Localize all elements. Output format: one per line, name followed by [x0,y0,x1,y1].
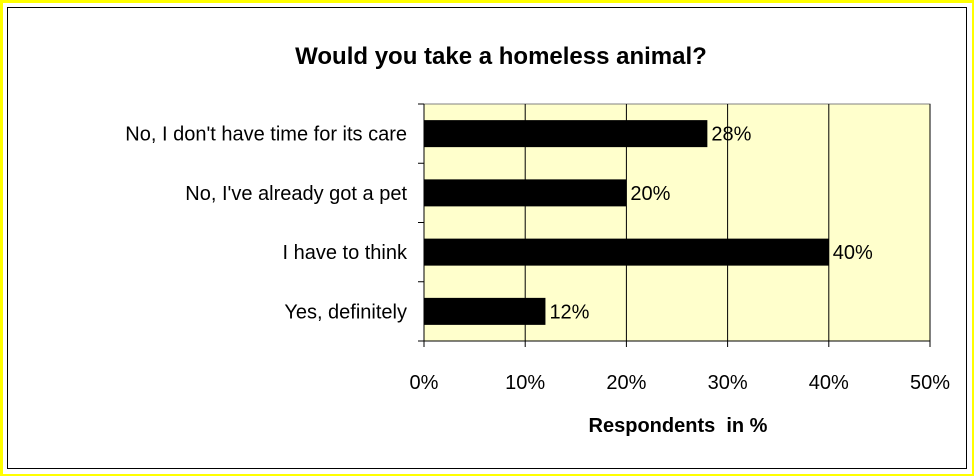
x-tick-label: 20% [606,372,646,394]
category-label: Yes, definitely [284,301,407,323]
x-tick-label: 10% [505,372,545,394]
chart-title: Would you take a homeless animal? [295,43,707,70]
x-tick-label: 50% [910,372,950,394]
data-label: 40% [833,242,873,264]
bar [424,297,546,325]
bar [424,238,829,266]
x-tick-label: 40% [809,372,849,394]
category-labels: No, I don't have time for its care No, I'… [125,124,408,324]
data-label: 20% [630,183,670,205]
data-labels: 28% 20% 40% 12% [549,124,873,324]
axes [418,103,931,347]
x-axis-tick-labels: 0% 10% 20% 30% 40% 50% [410,372,951,394]
category-label: No, I've already got a pet [185,183,407,205]
bars [424,120,829,325]
category-label: No, I don't have time for its care [125,124,407,146]
bar [424,179,627,207]
category-label: I have to think [282,242,408,264]
data-label: 12% [549,301,589,323]
x-axis-label: Respondents in % [589,415,768,437]
bar [424,120,708,148]
x-tick-label: 30% [708,372,748,394]
x-tick-label: 0% [410,372,439,394]
data-label: 28% [711,124,751,146]
